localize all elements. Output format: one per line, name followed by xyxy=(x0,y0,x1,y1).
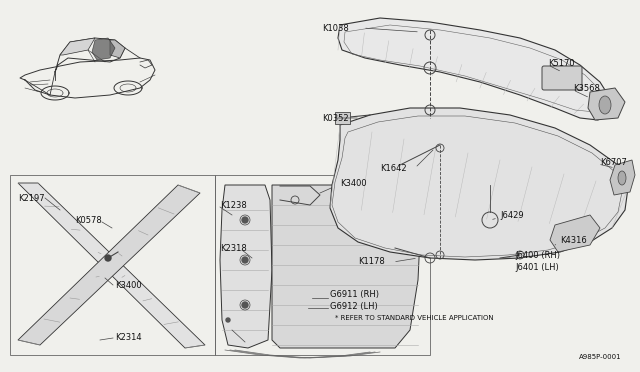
Polygon shape xyxy=(18,183,205,348)
Text: J6401 (LH): J6401 (LH) xyxy=(515,263,559,273)
Ellipse shape xyxy=(618,171,626,185)
Text: J6400 (RH): J6400 (RH) xyxy=(515,250,560,260)
Text: K1038: K1038 xyxy=(322,23,349,32)
Text: K0578: K0578 xyxy=(75,215,102,224)
Ellipse shape xyxy=(599,96,611,114)
Polygon shape xyxy=(220,185,272,348)
Polygon shape xyxy=(92,38,115,60)
Polygon shape xyxy=(550,215,600,252)
Text: * REFER TO STANDARD VEHICLE APPLICATION: * REFER TO STANDARD VEHICLE APPLICATION xyxy=(335,315,493,321)
Polygon shape xyxy=(272,185,422,348)
Polygon shape xyxy=(60,38,95,55)
Circle shape xyxy=(242,302,248,308)
Text: J6429: J6429 xyxy=(500,211,524,219)
Polygon shape xyxy=(338,18,610,120)
Circle shape xyxy=(242,257,248,263)
Bar xyxy=(215,175,430,355)
Circle shape xyxy=(105,255,111,261)
Text: K3568: K3568 xyxy=(573,83,600,93)
Bar xyxy=(335,112,350,124)
Text: K1642: K1642 xyxy=(380,164,406,173)
Polygon shape xyxy=(610,160,635,195)
Text: G6912 (LH): G6912 (LH) xyxy=(330,302,378,311)
Text: K0352: K0352 xyxy=(322,113,349,122)
Text: K5170: K5170 xyxy=(548,58,575,67)
Text: K2318: K2318 xyxy=(220,244,247,253)
Polygon shape xyxy=(588,88,625,120)
Text: K2314: K2314 xyxy=(115,334,141,343)
Text: K2197: K2197 xyxy=(18,193,45,202)
FancyBboxPatch shape xyxy=(542,66,582,90)
Text: G6911 (RH): G6911 (RH) xyxy=(330,291,379,299)
Text: A985P-0001: A985P-0001 xyxy=(579,354,622,360)
Bar xyxy=(10,175,215,355)
Polygon shape xyxy=(110,40,125,58)
Text: K1238: K1238 xyxy=(220,201,247,209)
Text: K1178: K1178 xyxy=(358,257,385,266)
Circle shape xyxy=(242,217,248,223)
Text: K3400: K3400 xyxy=(340,179,367,187)
Polygon shape xyxy=(330,108,628,260)
Text: K3400: K3400 xyxy=(115,280,141,289)
Circle shape xyxy=(226,318,230,322)
Polygon shape xyxy=(18,185,200,345)
Text: K6707: K6707 xyxy=(600,157,627,167)
Text: K4316: K4316 xyxy=(560,235,587,244)
